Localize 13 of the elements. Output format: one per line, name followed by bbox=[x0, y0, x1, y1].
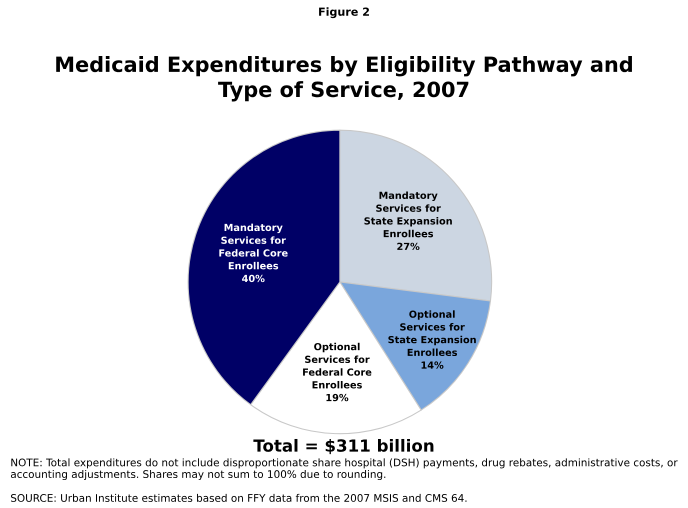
slice-label: Mandatory Services for Federal Core Enrollees bbox=[219, 224, 288, 270]
data-label: 40% bbox=[242, 274, 265, 282]
chart-title: Medicaid Expenditures by Eligibility Pathway and Type of Service, 2007 bbox=[56, 56, 632, 102]
slice-label: Mandatory Services for State Expansion Enrollees bbox=[364, 192, 452, 238]
data-label: 27% bbox=[397, 242, 420, 250]
text: Total = $311 billion bbox=[253, 438, 434, 454]
slice-label: Optional Services for State Expansion Enrollees bbox=[388, 310, 476, 356]
source-note: SOURCE: Urban Institute estimates based on FFY data from the 2007 MSIS and CMS 64. bbox=[11, 494, 466, 502]
caption: Figure 2 bbox=[319, 7, 369, 18]
data-label: 14% bbox=[422, 361, 444, 369]
text: NOTE: Total expenditures do not include disproportionate share hospital (DSH) payments, drug rebates, administrative costs, or accounting adjustments. Shares may not sum to 100% due to rounding. bbox=[10, 458, 678, 480]
slice-label: Optional Services for Federal Core Enrollees bbox=[303, 342, 372, 389]
data-label: 19% bbox=[326, 394, 348, 402]
